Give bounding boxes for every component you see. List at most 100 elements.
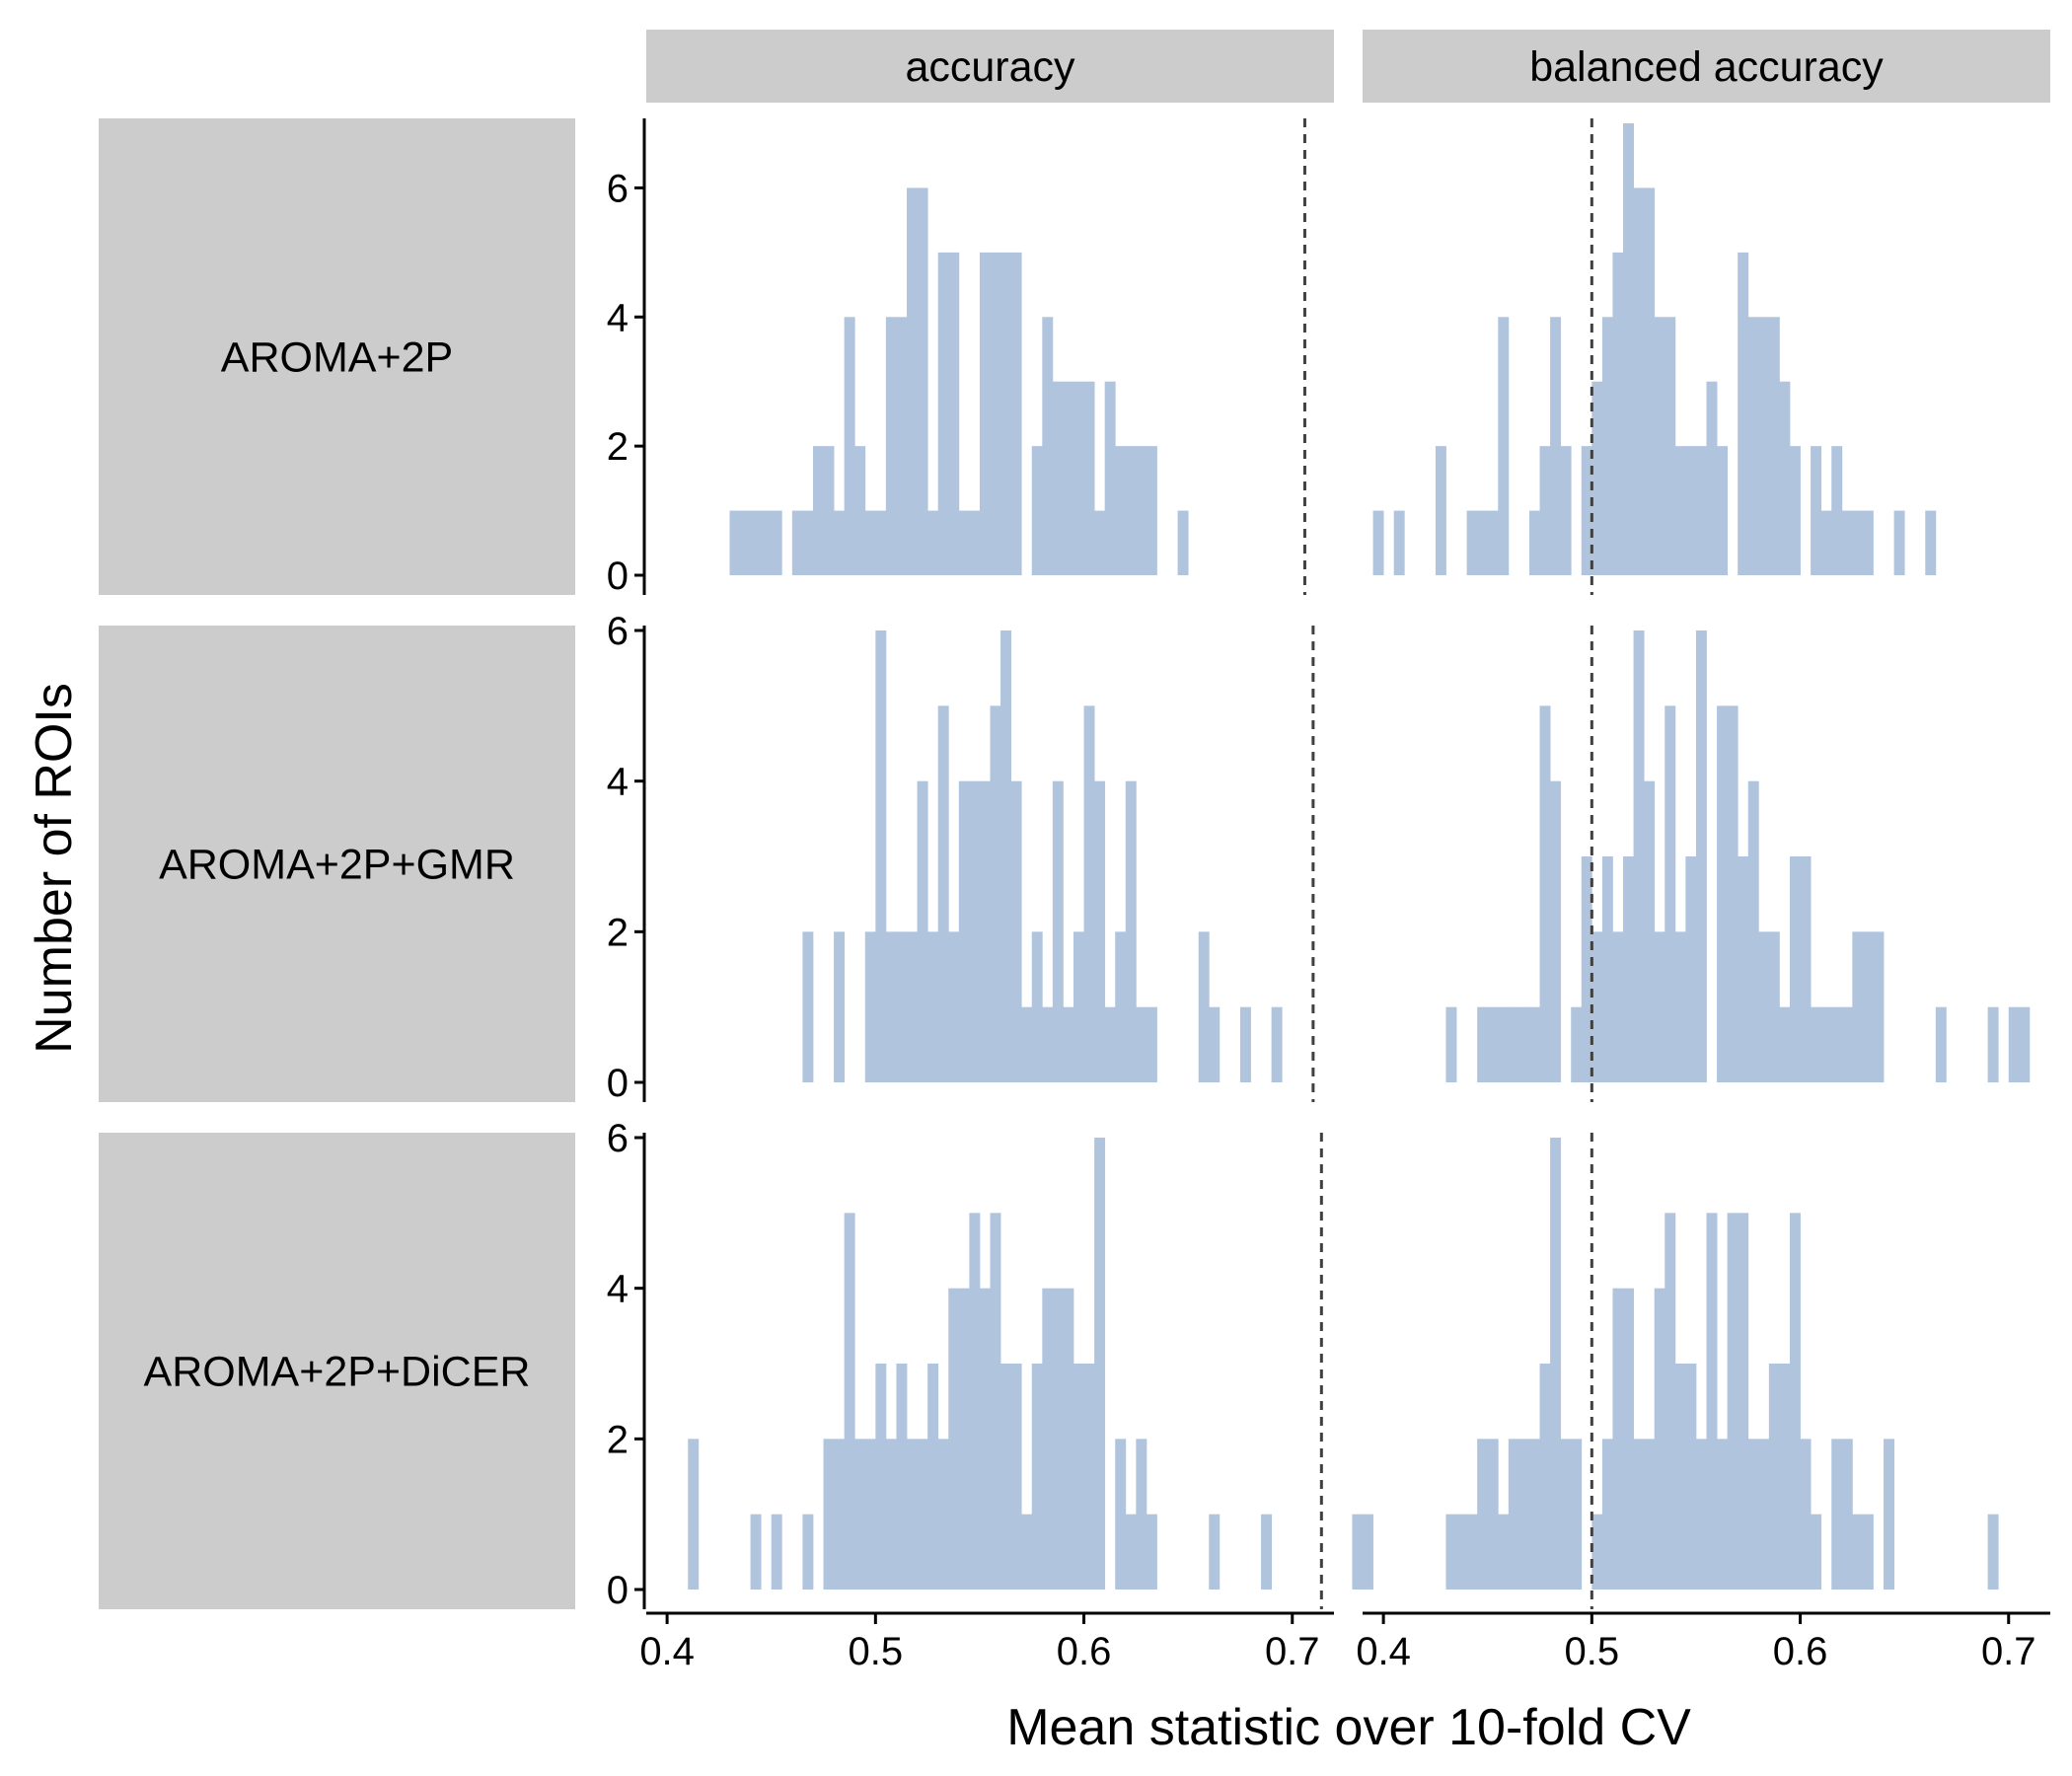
histogram-bar xyxy=(1768,931,1780,1082)
histogram-bar xyxy=(1644,1439,1656,1590)
histogram-bar xyxy=(1031,1364,1043,1590)
histogram-bar xyxy=(1445,1006,1457,1082)
histogram-bar xyxy=(1935,1006,1947,1082)
histogram-bar xyxy=(1612,931,1624,1082)
histogram-bar xyxy=(1571,1439,1583,1590)
histogram-bar xyxy=(1146,1006,1157,1082)
histogram-bar xyxy=(1136,1006,1147,1082)
histogram-bar xyxy=(1665,1213,1676,1590)
y-axis: 0 2 4 6 xyxy=(607,1117,646,1612)
histogram-bar xyxy=(1612,1288,1624,1590)
histogram-bar xyxy=(1261,1514,1273,1590)
panel-aroma-2p-accuracy: 0 2 4 6 xyxy=(607,118,1306,598)
histogram-bar xyxy=(1800,856,1812,1082)
histogram-bar xyxy=(1487,1006,1499,1082)
histogram-bar xyxy=(1571,1006,1583,1082)
histogram-bar xyxy=(1695,446,1707,575)
histogram-bar xyxy=(1665,705,1676,1082)
histogram-bar xyxy=(885,931,897,1082)
row-strip-background xyxy=(99,118,575,595)
histogram-bar xyxy=(927,1364,939,1590)
histogram-bar xyxy=(1010,1364,1022,1590)
histogram-bar xyxy=(1550,317,1562,575)
histogram-bar xyxy=(1758,1439,1770,1590)
histogram-bar xyxy=(1456,1514,1468,1590)
histogram-bar xyxy=(990,705,1001,1082)
histogram-bar xyxy=(1717,705,1729,1082)
histogram-bar xyxy=(1104,381,1116,575)
column-strip-background xyxy=(646,30,1334,103)
histogram-bar xyxy=(937,1439,949,1590)
histogram-bar xyxy=(1612,252,1624,576)
histogram-bar xyxy=(1644,187,1656,575)
panel-aroma-2p-dicer-balanced-accuracy xyxy=(1352,1133,1999,1609)
histogram-bar xyxy=(1125,780,1137,1082)
histogram-bar xyxy=(1591,1514,1603,1590)
histogram-bar xyxy=(864,510,876,575)
histogram-bar xyxy=(1487,510,1499,575)
x-tick-label: 0.7 xyxy=(1981,1630,2036,1673)
row-strip-background xyxy=(99,626,575,1102)
histogram-bar xyxy=(917,780,928,1082)
histogram-bar xyxy=(1010,780,1022,1082)
row-strip-label: AROMA+2P xyxy=(221,334,453,382)
histogram-bar xyxy=(1528,510,1540,575)
histogram-bar xyxy=(1581,856,1592,1082)
histogram-bar xyxy=(907,1439,918,1590)
histogram-bar xyxy=(1094,780,1106,1082)
histogram-bar xyxy=(958,1288,970,1590)
panel-aroma-2p-balanced-accuracy xyxy=(1372,118,1937,595)
histogram-bar xyxy=(1727,1213,1739,1590)
histogram-bar xyxy=(1811,1514,1822,1590)
histogram-bar xyxy=(990,252,1001,576)
histogram-bar xyxy=(1768,317,1780,575)
histogram-bar xyxy=(1738,1213,1749,1590)
histogram-bar xyxy=(927,510,939,575)
histogram-bar xyxy=(1042,1006,1054,1082)
histogram-bar xyxy=(1811,446,1822,575)
histogram-bar xyxy=(854,446,866,575)
histogram-bar xyxy=(1031,931,1043,1082)
histogram-bar xyxy=(1136,446,1147,575)
histogram-bar xyxy=(1073,931,1084,1082)
histogram-bar xyxy=(1363,1514,1373,1590)
histogram-bar xyxy=(844,317,855,575)
histogram-bar xyxy=(1758,317,1770,575)
histogram-bar xyxy=(1550,1138,1562,1590)
histogram-bar xyxy=(1146,1514,1157,1590)
histogram-bar xyxy=(1758,931,1770,1082)
histogram-bar xyxy=(1893,510,1905,575)
histogram-bar xyxy=(896,317,908,575)
histogram-bar xyxy=(1601,856,1613,1082)
histogram-bar xyxy=(1779,1006,1791,1082)
histogram-bar xyxy=(927,931,939,1082)
y-tick-label: 6 xyxy=(607,167,629,210)
histogram-bar xyxy=(1498,1006,1510,1082)
histogram-bar xyxy=(1674,931,1686,1082)
histogram-bar xyxy=(907,931,918,1082)
histogram-bar xyxy=(1623,123,1634,575)
histogram-bar xyxy=(1685,1364,1697,1590)
x-tick-label: 0.4 xyxy=(1356,1630,1411,1673)
histogram-bar xyxy=(854,1439,866,1590)
histogram-bar xyxy=(771,1514,782,1590)
histogram-bar xyxy=(1601,1439,1613,1590)
column-strip-accuracy: accuracy xyxy=(646,30,1334,103)
row-strip-aroma-2p-gmr: AROMA+2P+GMR xyxy=(99,626,575,1102)
histogram-bar xyxy=(948,1288,960,1590)
histogram-bar xyxy=(875,1364,887,1590)
histogram-bar xyxy=(1987,1514,1999,1590)
y-tick-label: 4 xyxy=(607,761,629,804)
histogram-bar xyxy=(802,1514,814,1590)
histogram-bar xyxy=(834,931,846,1082)
histogram-bar xyxy=(1852,931,1864,1082)
histogram-bar xyxy=(1042,1288,1054,1590)
histogram-bar xyxy=(1466,1514,1478,1590)
histogram-bar xyxy=(1820,510,1832,575)
histogram-bar xyxy=(1738,252,1749,576)
histogram-bar xyxy=(1789,856,1801,1082)
histogram-bar xyxy=(885,317,897,575)
histogram-bar xyxy=(1852,510,1864,575)
histogram-bar xyxy=(1591,381,1603,575)
